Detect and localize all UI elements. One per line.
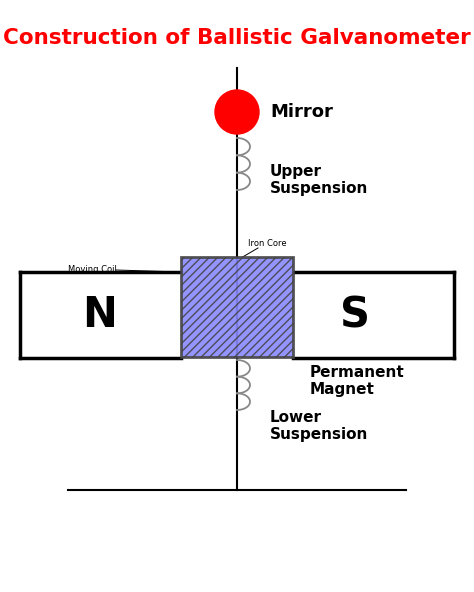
Text: Lower
Suspension: Lower Suspension	[270, 410, 368, 442]
Text: Iron Core: Iron Core	[248, 239, 287, 248]
Text: Permanent
Magnet: Permanent Magnet	[310, 365, 405, 397]
Bar	[181, 257, 293, 357]
Circle shape	[215, 90, 259, 134]
Text: Upper
Suspension: Upper Suspension	[270, 164, 368, 196]
Text: Moving Coil: Moving Coil	[68, 265, 117, 275]
Text: Mirror: Mirror	[270, 103, 333, 121]
Text: N: N	[82, 294, 118, 336]
Text: S: S	[340, 294, 370, 336]
Text: Construction of Ballistic Galvanometer: Construction of Ballistic Galvanometer	[3, 28, 471, 48]
